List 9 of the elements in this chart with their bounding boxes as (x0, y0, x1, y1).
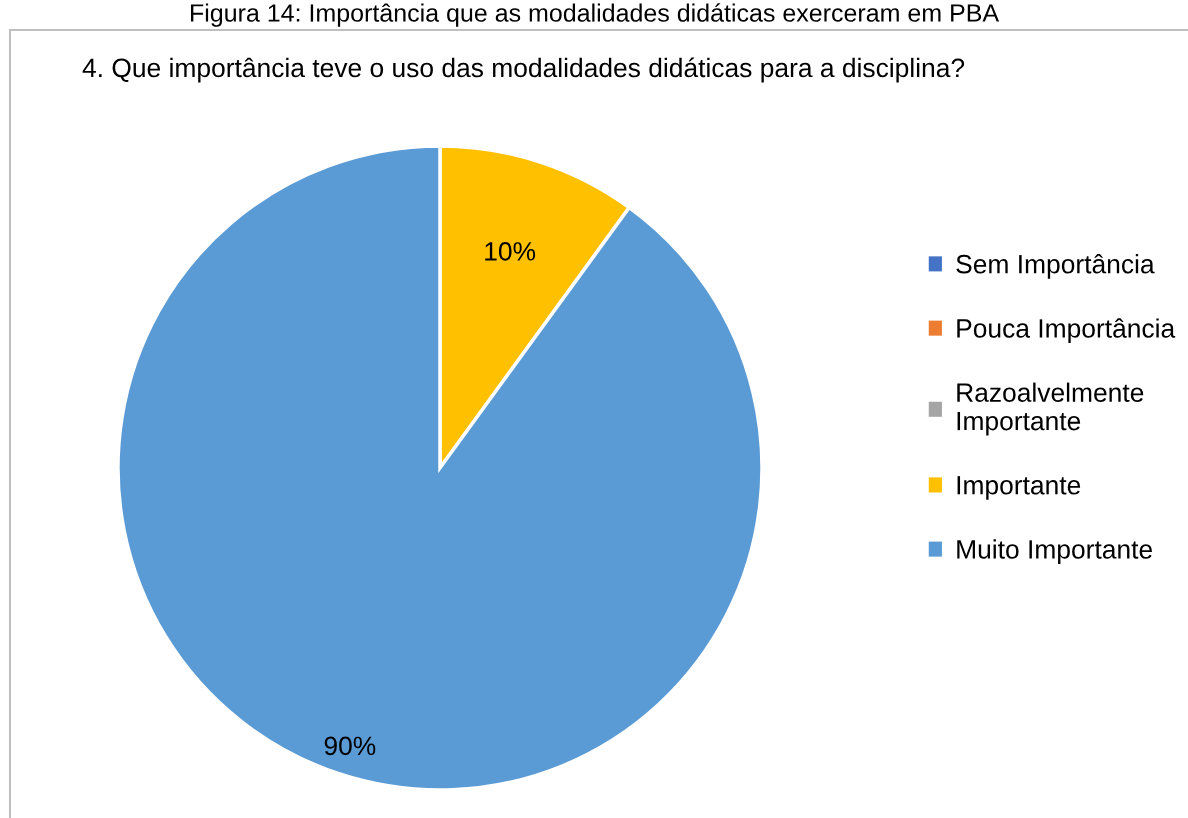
legend-label: Razoalvelmente Importante (957, 382, 1144, 436)
legend-label: Sem Importância (956, 254, 1155, 279)
chart-title: 4. Que importância teve o uso das modalidades didáticas para a disciplina? (82, 57, 965, 83)
data-label: 10% (485, 242, 536, 261)
legend-label: Pouca Importância (957, 318, 1176, 343)
legend-label: Importante (957, 476, 1081, 500)
data-label: 90% (324, 736, 376, 756)
text: Figura 14: Importância que as modalidades didáticas exerceram em PBA (191, 3, 1000, 27)
legend-label: Muito Importante (957, 539, 1152, 564)
